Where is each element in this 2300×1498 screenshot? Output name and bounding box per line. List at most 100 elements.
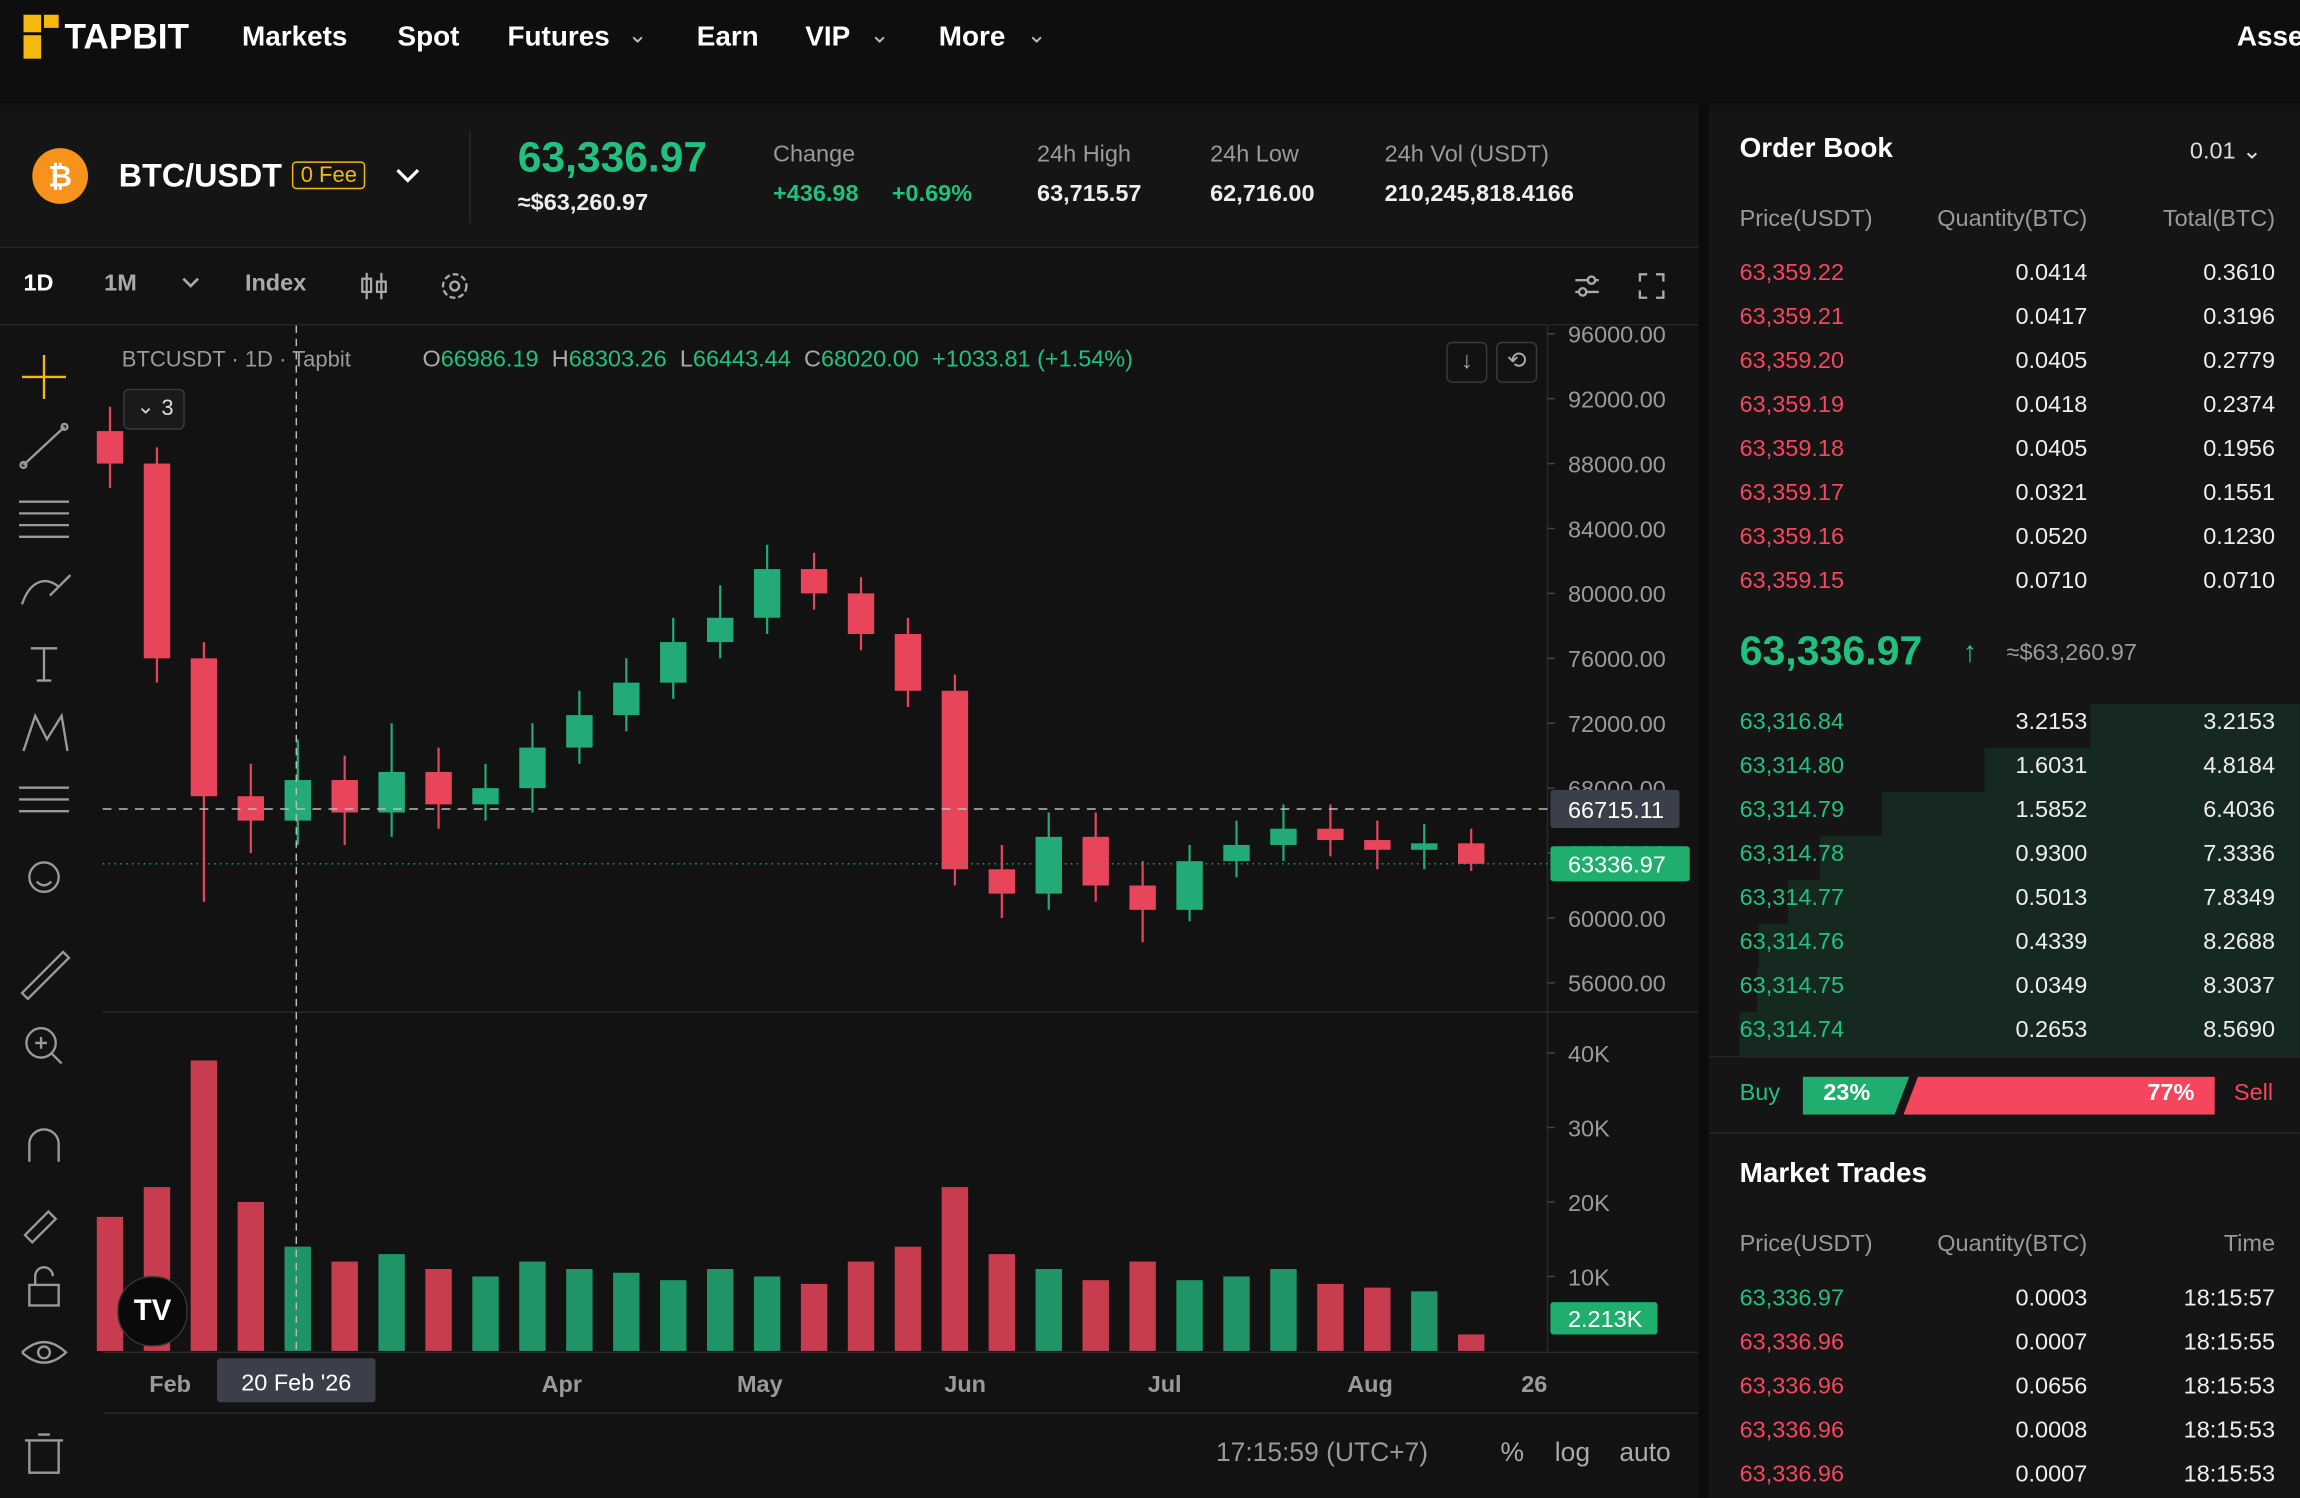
nav-item[interactable]: Spot [397,22,460,53]
lock-tool[interactable] [28,1266,60,1307]
bid-depth-bar [1881,792,2300,837]
settings-icon[interactable] [437,268,472,303]
bid-cell: 1.5852 [2015,797,2088,823]
candles [96,406,1485,1351]
volume-bar [237,1201,265,1351]
interval[interactable]: 1M [104,271,137,297]
bid-depth-bar [1984,748,2300,793]
bid-cell: 7.8349 [2203,885,2276,911]
ohlc-value: 68303.26 [568,347,667,373]
visibility-tool[interactable] [21,1340,68,1364]
trend-line-tool[interactable] [19,422,69,470]
mid-usd: ≈$63,260.97 [2006,640,2137,666]
nav-item[interactable]: More [938,22,1006,53]
magnet-tool[interactable] [28,1128,60,1162]
reset-button[interactable]: ⟲ [1496,341,1538,383]
ask-price: 63,359.17 [1739,481,1845,507]
pattern-tool[interactable] [22,712,69,752]
volume-bar [1317,1283,1344,1351]
ohlc-key: L [679,347,693,373]
interval[interactable]: 1D [23,271,54,297]
crosshair-price-tag [1550,789,1680,829]
indicator-toggle[interactable]: ⌄ 3 [123,388,185,430]
nav-caret[interactable]: ⌄ [1026,23,1047,49]
scale-option[interactable]: log [1554,1437,1591,1467]
bid-price: 63,314.79 [1739,797,1845,823]
last-volume-label: 2.213K [1568,1306,1643,1332]
candle-type-icon[interactable] [356,268,391,303]
divider [0,324,1699,326]
brush-tool[interactable] [20,574,72,605]
column-header: Price(USDT) [1739,1232,1873,1258]
volume-bar [988,1254,1016,1351]
y-tick-label: 92000.00 [1568,386,1666,412]
lock-draw-tool[interactable] [23,1209,58,1245]
y-tick-label: 84000.00 [1568,516,1666,542]
column-header: Quantity(BTC) [1937,1232,2088,1258]
ask-cell: 0.3196 [2203,305,2276,331]
market-trades-title: Market Trades [1739,1158,1928,1190]
fib-tool[interactable] [19,500,69,539]
pair-dropdown[interactable] [393,164,422,187]
assets-link[interactable]: Asse [2236,22,2300,53]
interval[interactable]: Index [244,271,307,297]
scale-option[interactable]: % [1500,1437,1525,1467]
candle-body [1129,885,1156,910]
candle-body [1223,844,1250,862]
delete-tool[interactable] [24,1433,64,1474]
projection-tool[interactable] [19,786,69,813]
candle-body [1035,836,1062,894]
trade-price: 63,336.97 [1739,1286,1845,1312]
candle-body [566,715,593,748]
volume-bar [1411,1291,1438,1351]
ruler-tool[interactable] [20,950,71,1001]
crosshair-tool[interactable] [22,354,67,399]
volume-bar [96,1216,124,1351]
nav-item[interactable]: VIP [805,22,851,53]
top-nav [0,0,2300,103]
nav-item[interactable]: Earn [696,22,759,53]
emoji-tool[interactable] [28,861,60,893]
bid-cell: 8.3037 [2203,973,2276,999]
ask-cell: 0.0321 [2015,481,2088,507]
trade-price: 63,336.96 [1739,1418,1845,1444]
volume-bar [331,1261,358,1351]
volume-bar [800,1283,828,1351]
logo[interactable]: TAPBIT [64,17,190,58]
trade-price: 63,336.96 [1739,1374,1845,1400]
divider [469,132,471,223]
precision-select[interactable]: 0.01 ⌄ [2189,139,2262,165]
nav-item[interactable]: Futures [507,22,610,53]
candle-body [1411,843,1438,850]
pair: BTC/USDT [118,156,282,194]
nav-caret[interactable]: ⌄ [869,23,890,49]
ask-cell: 0.0710 [2015,569,2088,595]
volume-bar [706,1269,734,1351]
y-tick-label: 60000.00 [1568,906,1666,932]
change-value: +436.98 [773,181,859,207]
text-tool[interactable] [30,647,58,682]
volume-bar [1223,1276,1250,1351]
volume-bar [1457,1334,1485,1351]
volume-bar [1176,1280,1203,1351]
trade-time: 18:15:53 [2183,1418,2276,1444]
candle-body [1457,843,1485,864]
volume-tick-label: 20K [1568,1190,1610,1216]
fullscreen-icon[interactable] [1634,268,1669,303]
indicator-settings-icon[interactable] [1569,268,1604,303]
download-button[interactable]: ↓ [1446,341,1488,383]
scale-option[interactable]: auto [1619,1437,1671,1467]
candle-body [660,642,687,683]
volume-bar [847,1261,875,1351]
interval-dropdown[interactable] [176,271,205,294]
divider [1708,1132,2300,1134]
tradingview-logo[interactable]: TV [117,1276,188,1347]
ask-price: 63,359.22 [1739,261,1845,287]
candle-body [1082,836,1109,886]
zoom-tool[interactable] [25,1027,63,1065]
panel-gutter [1698,102,1709,1498]
nav-caret[interactable]: ⌄ [627,23,648,49]
nav-item[interactable]: Markets [242,22,348,53]
y-tick-label: 80000.00 [1568,581,1666,607]
sell-percent: 77% [2147,1081,2195,1106]
